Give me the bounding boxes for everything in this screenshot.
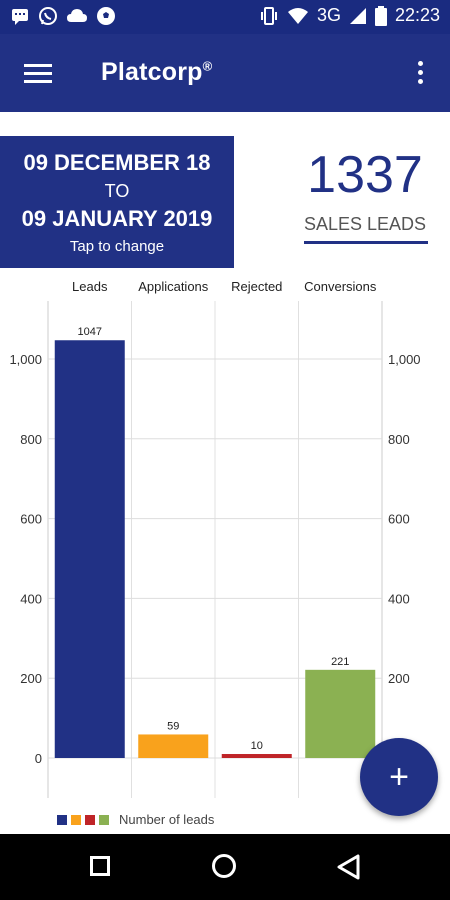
y-tick-label-right: 600: [388, 512, 410, 527]
legend-swatch-leads: [57, 814, 67, 825]
date-end: 09 JANUARY 2019: [21, 206, 213, 231]
registered-mark: ®: [202, 58, 213, 74]
app-title: Platcorp®: [101, 58, 213, 86]
data-label: 221: [331, 656, 349, 668]
status-bar: 3G 22:23: [0, 0, 450, 34]
message-icon: [12, 9, 28, 25]
system-nav-bar: [0, 834, 450, 900]
chart-svg: 002002004004006006008008001,0001,000Lead…: [9, 279, 421, 798]
cloud-icon: [67, 9, 87, 22]
home-button[interactable]: [212, 854, 236, 878]
whatsapp-icon: [39, 7, 57, 25]
date-start: 09 DECEMBER 18: [23, 150, 211, 175]
category-label: Rejected: [231, 279, 282, 294]
y-tick-label-left: 600: [20, 512, 42, 527]
data-label: 1047: [78, 326, 102, 338]
system-icons: 3G 22:23: [259, 5, 440, 26]
vibrate-icon: [260, 6, 277, 25]
y-tick-label-right: 1,000: [388, 352, 421, 367]
sales-leads-underline: [304, 241, 428, 244]
legend-label: Number of leads: [119, 812, 215, 827]
bar: [305, 669, 376, 758]
leads-bar-chart: 002002004004006006008008001,0001,000Lead…: [0, 278, 450, 838]
y-tick-label-right: 800: [388, 432, 410, 447]
battery-icon: [374, 5, 387, 26]
legend-swatch-applications: [71, 814, 81, 825]
data-label: 59: [167, 720, 179, 732]
back-button[interactable]: [336, 854, 362, 880]
menu-icon[interactable]: [24, 64, 52, 84]
app-bar: Platcorp®: [0, 34, 450, 112]
y-tick-label-left: 800: [20, 432, 42, 447]
sales-leads-count: 1337: [307, 146, 423, 204]
chart-legend: Number of leads: [57, 812, 214, 827]
category-label: Leads: [72, 279, 108, 294]
sales-leads-label: SALES LEADS: [303, 214, 427, 234]
y-tick-label-left: 400: [20, 591, 42, 606]
bar: [54, 340, 125, 758]
y-tick-label-left: 0: [35, 751, 42, 766]
date-range-selector[interactable]: 09 DECEMBER 18 TO 09 JANUARY 2019 Tap to…: [0, 136, 234, 268]
soccer-ball-icon: [97, 7, 115, 25]
recent-apps-button[interactable]: [90, 856, 110, 876]
legend-swatch-rejected: [85, 814, 95, 825]
bar: [221, 754, 292, 758]
notification-icons: [10, 6, 116, 26]
legend-swatch-conversions: [99, 814, 109, 825]
date-separator: TO: [104, 181, 130, 201]
data-label: 10: [251, 740, 263, 752]
clock: 22:23: [394, 5, 440, 25]
y-tick-label-left: 200: [20, 671, 42, 686]
y-tick-label-right: 400: [388, 591, 410, 606]
category-label: Applications: [138, 279, 209, 294]
bar: [138, 734, 209, 758]
signal-icon: [349, 7, 366, 24]
network-type: 3G: [316, 5, 341, 25]
add-icon: +: [389, 758, 409, 796]
date-change-hint: Tap to change: [69, 238, 165, 255]
wifi-icon: [287, 7, 308, 24]
more-options-icon[interactable]: [418, 61, 424, 88]
y-tick-label-right: 200: [388, 671, 410, 686]
y-tick-label-left: 1,000: [9, 352, 42, 367]
add-button[interactable]: +: [360, 738, 438, 816]
category-label: Conversions: [304, 279, 377, 294]
